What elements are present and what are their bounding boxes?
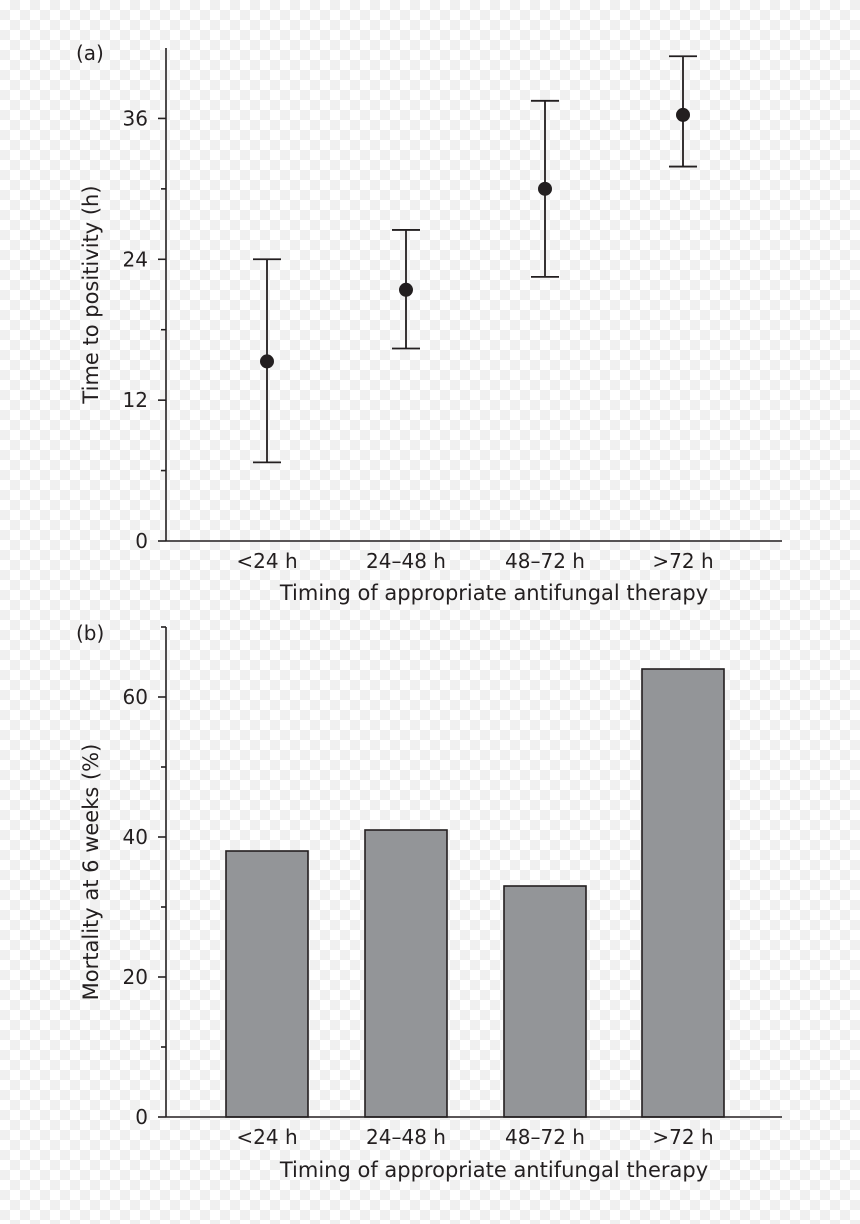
x-tick-label: 24–48 h <box>366 549 446 573</box>
panel-b-label: (b) <box>76 621 104 645</box>
panel-b-x-axis-title: Timing of appropriate antifungal therapy <box>279 1158 708 1182</box>
x-tick-label: >72 h <box>652 1125 713 1149</box>
panel-a-y-ticks: 0 12 24 36 <box>123 106 166 553</box>
y-tick-label: 36 <box>123 106 148 130</box>
panel-a-y-axis-title: Time to positivity (h) <box>79 185 103 404</box>
panel-a-label: (a) <box>76 41 104 65</box>
data-point <box>676 107 690 122</box>
panel-b-axes <box>165 627 782 1118</box>
x-tick-label: <24 h <box>236 549 297 573</box>
bar <box>364 829 448 1118</box>
y-tick-label: 0 <box>135 1105 148 1129</box>
x-tick-label: 48–72 h <box>505 1125 585 1149</box>
panel-b-y-axis-title: Mortality at 6 weeks (%) <box>79 744 103 1001</box>
panel-a-time-to-positivity: (a) 0 12 24 36 <24 h 24–48 h 48–72 h >72 h Tim… <box>76 41 782 605</box>
panel-a-x-tick-labels: <24 h 24–48 h 48–72 h >72 h <box>236 549 713 573</box>
x-tick-label: 24–48 h <box>366 1125 446 1149</box>
y-tick-label: 12 <box>123 388 148 412</box>
y-tick-label: 40 <box>123 825 148 849</box>
panel-b-y-ticks: 0 20 40 60 <box>123 626 166 1129</box>
bar <box>641 668 725 1118</box>
bar <box>225 850 309 1118</box>
data-point <box>538 181 552 196</box>
y-tick-label: 24 <box>123 247 148 271</box>
panel-b-mortality: (b) 0 20 40 60 <24 h 24–48 h 48–72 h >72 h Mor… <box>76 621 782 1182</box>
panel-a-x-axis-title: Timing of appropriate antifungal therapy <box>279 581 708 605</box>
y-tick-label: 20 <box>123 965 148 989</box>
data-point <box>399 282 413 297</box>
x-tick-label: <24 h <box>236 1125 297 1149</box>
panel-b-x-tick-labels: <24 h 24–48 h 48–72 h >72 h <box>236 1125 713 1149</box>
x-tick-label: 48–72 h <box>505 549 585 573</box>
data-point <box>260 354 274 369</box>
x-tick-label: >72 h <box>652 549 713 573</box>
y-tick-label: 0 <box>135 529 148 553</box>
panel-b-bars <box>225 668 725 1118</box>
y-tick-label: 60 <box>123 685 148 709</box>
bar <box>503 885 587 1118</box>
panel-a-points <box>253 55 697 464</box>
panel-a-axes <box>165 48 782 542</box>
